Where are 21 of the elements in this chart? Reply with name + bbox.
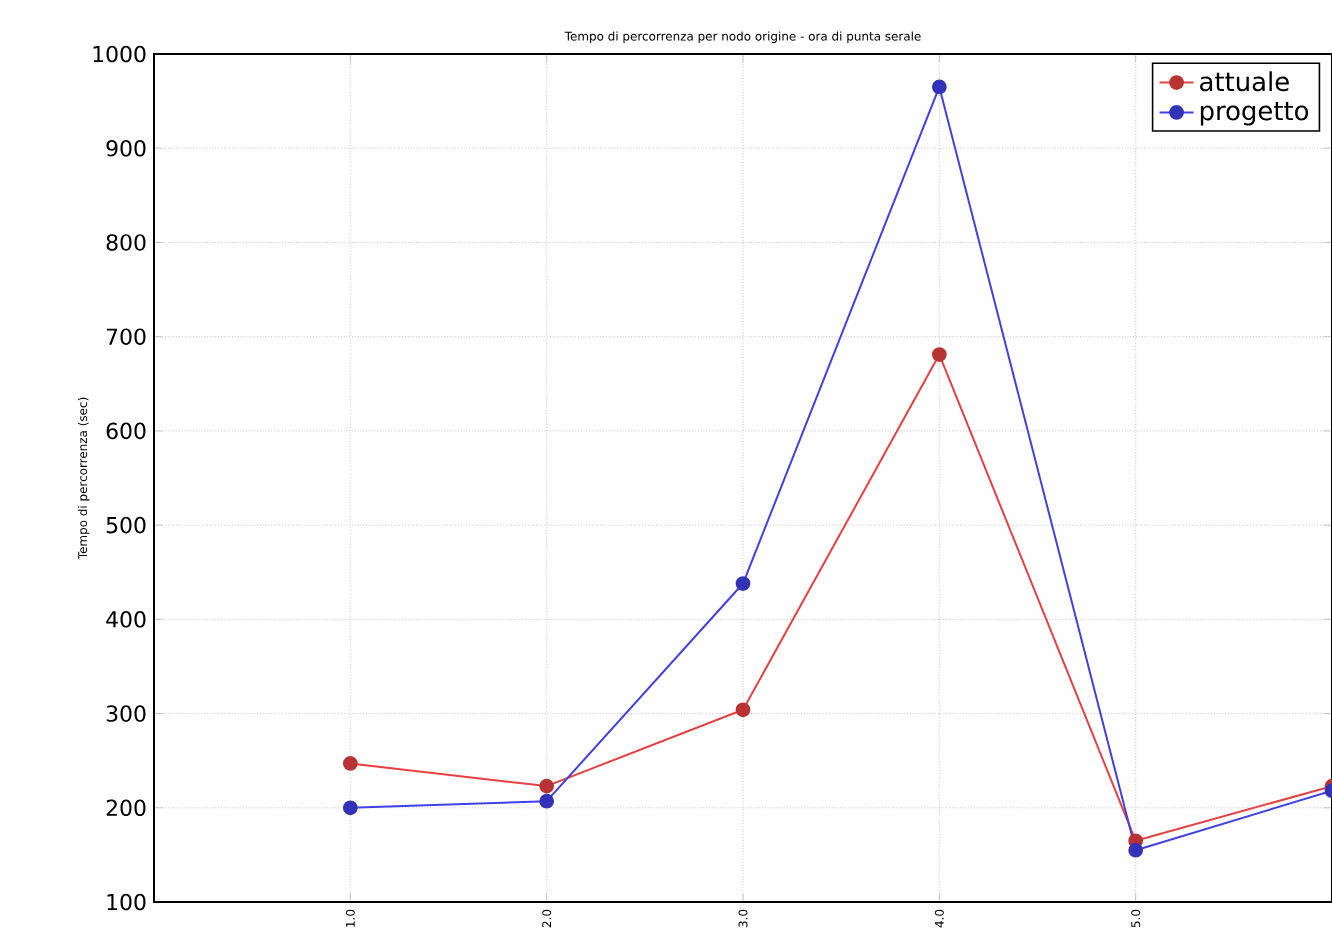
point: [539, 778, 555, 794]
point: [735, 702, 751, 718]
y-tick-label: 600: [106, 422, 146, 440]
point: [539, 793, 555, 809]
legend-label: progetto: [1200, 101, 1309, 126]
point: [342, 756, 358, 771]
y-tick-label: 700: [106, 328, 146, 345]
y-tick-label: 200: [106, 799, 146, 817]
y-tick-label: 900: [106, 139, 146, 157]
point: [931, 79, 947, 95]
point: [342, 800, 358, 816]
y-tick-label: 1000: [93, 45, 146, 63]
point: [1128, 842, 1144, 858]
y-tick-label: 800: [106, 234, 146, 251]
y-tick-label: 500: [106, 516, 146, 534]
point: [931, 347, 947, 362]
point: [735, 576, 751, 591]
y-tick-label: 400: [106, 611, 146, 628]
legend-label: attuale: [1200, 71, 1289, 92]
y-tick-label: 100: [107, 893, 146, 911]
y-tick-label: 300: [106, 705, 146, 722]
